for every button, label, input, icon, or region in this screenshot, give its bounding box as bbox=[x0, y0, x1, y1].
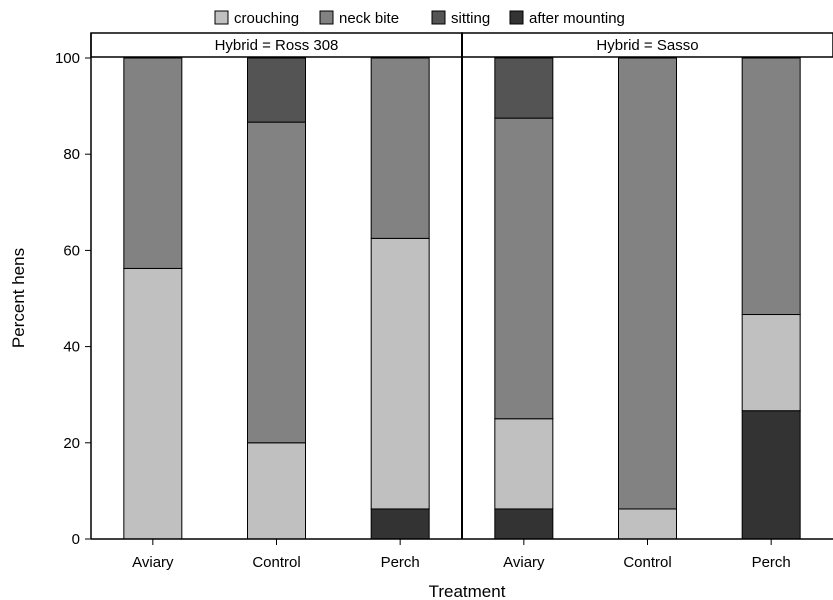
bar-segment bbox=[494, 57, 554, 119]
bar-segment bbox=[123, 267, 183, 540]
legend: crouching neck bite sitting after mounting bbox=[214, 10, 625, 27]
panel-title: Hybrid = Sasso bbox=[596, 37, 698, 54]
legend-label: after mounting bbox=[529, 10, 625, 27]
bar-segment bbox=[741, 410, 801, 540]
legend-swatch bbox=[319, 10, 334, 25]
y-tick-label: 0 bbox=[72, 531, 80, 548]
bar-segment bbox=[494, 418, 554, 510]
y-tick-label: 80 bbox=[63, 146, 80, 163]
x-tick-label: Aviary bbox=[132, 554, 174, 571]
legend-label: neck bite bbox=[339, 10, 399, 27]
legend-label: sitting bbox=[451, 10, 490, 27]
x-tick-label: Control bbox=[623, 554, 671, 571]
y-tick-label: 40 bbox=[63, 339, 80, 356]
bar-segment bbox=[494, 508, 554, 540]
legend-swatch bbox=[431, 10, 446, 25]
legend-item: after mounting bbox=[509, 10, 625, 27]
y-axis-title: Percent hens bbox=[9, 248, 28, 348]
legend-swatch bbox=[509, 10, 524, 25]
legend-item: crouching bbox=[214, 10, 299, 27]
bar-segment bbox=[123, 57, 183, 269]
bar-segment bbox=[370, 57, 430, 239]
bar-segment bbox=[618, 508, 677, 540]
legend-item: sitting bbox=[431, 10, 490, 27]
bar-segment bbox=[247, 57, 306, 123]
bar-segment bbox=[741, 314, 801, 412]
panel-strip bbox=[461, 32, 833, 58]
legend-swatch bbox=[214, 10, 229, 25]
y-tick-label: 100 bbox=[55, 50, 80, 67]
legend-label: crouching bbox=[234, 10, 299, 27]
panel-title: Hybrid = Ross 308 bbox=[215, 37, 339, 54]
x-tick-label: Aviary bbox=[503, 554, 545, 571]
bar-segment bbox=[247, 121, 306, 444]
legend-item: neck bite bbox=[319, 10, 399, 27]
bar-segment bbox=[370, 508, 430, 540]
bar-segment bbox=[618, 57, 677, 510]
x-tick-label: Perch bbox=[752, 554, 791, 571]
panel: Hybrid = Ross 308 Aviary Control Perch bbox=[90, 32, 463, 571]
bar-segment bbox=[247, 442, 306, 540]
y-tick-label: 20 bbox=[63, 435, 80, 452]
bar-segment bbox=[370, 237, 430, 510]
x-axis-title: Treatment bbox=[429, 582, 506, 600]
bar-segment bbox=[494, 117, 554, 420]
panel: Hybrid = Sasso Aviary Control Perch bbox=[461, 32, 833, 571]
y-axis: 0 20 40 60 80 100 bbox=[55, 50, 91, 548]
x-tick-label: Control bbox=[252, 554, 300, 571]
bar-segment bbox=[741, 57, 801, 316]
y-tick-label: 60 bbox=[63, 242, 80, 259]
x-tick-label: Perch bbox=[381, 554, 420, 571]
